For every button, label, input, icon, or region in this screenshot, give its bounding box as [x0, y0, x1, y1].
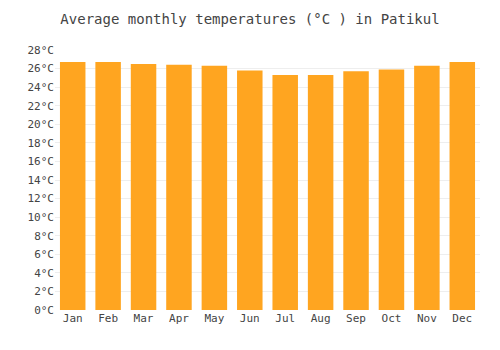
svg-text:Apr: Apr — [169, 312, 189, 325]
svg-text:Jan: Jan — [63, 312, 83, 325]
svg-text:Nov: Nov — [417, 312, 437, 325]
svg-text:18°C: 18°C — [28, 137, 55, 150]
svg-text:6°C: 6°C — [34, 248, 54, 261]
svg-text:May: May — [204, 312, 224, 325]
svg-text:0°C: 0°C — [34, 304, 54, 317]
svg-text:2°C: 2°C — [34, 285, 54, 298]
svg-text:Jul: Jul — [275, 312, 295, 325]
svg-text:Sep: Sep — [346, 312, 366, 325]
svg-text:20°C: 20°C — [28, 118, 55, 131]
svg-text:8°C: 8°C — [34, 230, 54, 243]
svg-text:26°C: 26°C — [28, 62, 55, 75]
svg-text:16°C: 16°C — [28, 155, 55, 168]
svg-text:Average monthly temperatures (: Average monthly temperatures (°C ) in Pa… — [60, 11, 439, 27]
svg-text:14°C: 14°C — [28, 174, 55, 187]
svg-text:12°C: 12°C — [28, 192, 55, 205]
svg-text:28°C: 28°C — [28, 44, 55, 57]
svg-text:Aug: Aug — [311, 312, 331, 325]
svg-text:4°C: 4°C — [34, 267, 54, 280]
svg-text:10°C: 10°C — [28, 211, 55, 224]
svg-text:Feb: Feb — [98, 312, 118, 325]
svg-text:Jun: Jun — [240, 312, 260, 325]
svg-text:Dec: Dec — [452, 312, 472, 325]
svg-text:Mar: Mar — [134, 312, 154, 325]
svg-text:22°C: 22°C — [28, 100, 55, 113]
svg-text:24°C: 24°C — [28, 81, 55, 94]
svg-text:Oct: Oct — [382, 312, 402, 325]
